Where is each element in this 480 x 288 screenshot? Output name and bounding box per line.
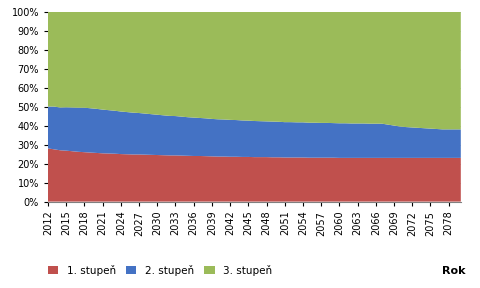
Legend: 1. stupeň, 2. stupeň, 3. stupeň: 1. stupeň, 2. stupeň, 3. stupeň — [44, 261, 276, 280]
Text: Rok: Rok — [442, 266, 466, 276]
